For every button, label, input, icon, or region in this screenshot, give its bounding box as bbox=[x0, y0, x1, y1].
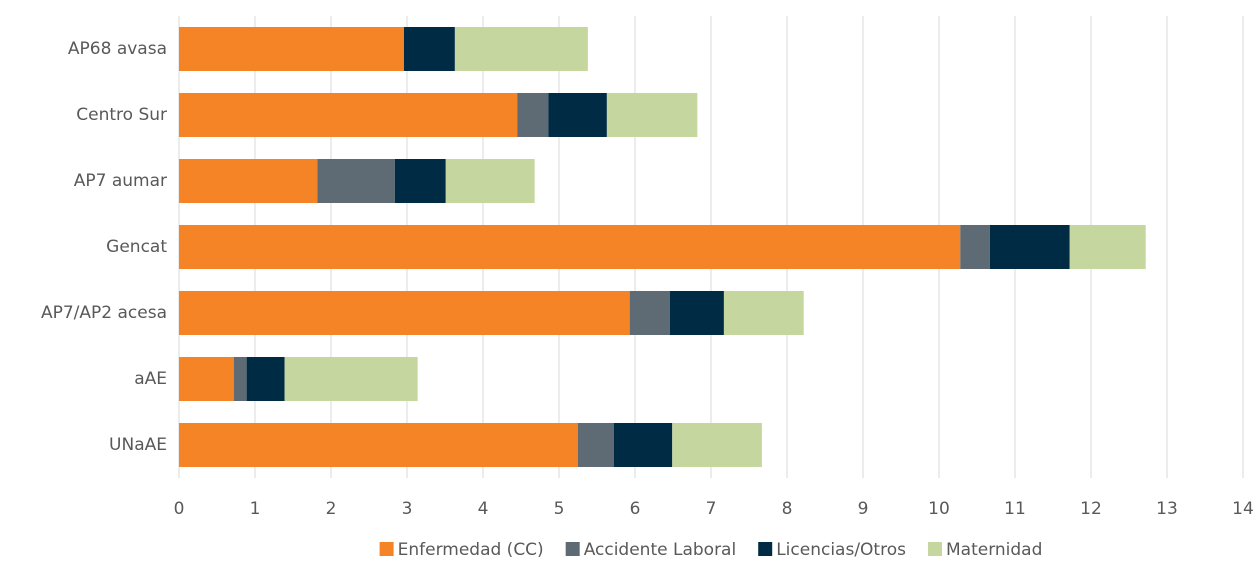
bar-segment bbox=[454, 27, 588, 71]
legend-label: Licencias/Otros bbox=[776, 540, 906, 560]
bar-segment bbox=[179, 357, 234, 401]
x-tick-label: 10 bbox=[928, 499, 950, 519]
x-tick-label: 14 bbox=[1232, 499, 1254, 519]
x-tick-label: 7 bbox=[706, 499, 717, 519]
x-tick-label: 9 bbox=[858, 499, 869, 519]
y-tick-label: AP7/AP2 acesa bbox=[41, 303, 167, 323]
bar-segment bbox=[445, 159, 535, 203]
legend-swatch bbox=[565, 542, 580, 556]
bar-segment bbox=[284, 357, 418, 401]
bar-segment bbox=[179, 93, 518, 137]
bar-segment bbox=[233, 357, 247, 401]
x-tick-label: 5 bbox=[554, 499, 565, 519]
bar-segment bbox=[578, 423, 614, 467]
bar-segment bbox=[246, 357, 285, 401]
x-tick-label: 0 bbox=[174, 499, 185, 519]
bar-segment bbox=[606, 93, 698, 137]
bar-segment bbox=[672, 423, 762, 467]
x-tick-label: 11 bbox=[1004, 499, 1026, 519]
bar-segment bbox=[669, 291, 724, 335]
y-tick-label: AP7 aumar bbox=[74, 171, 167, 191]
x-tick-label: 6 bbox=[630, 499, 641, 519]
bar-segment bbox=[403, 27, 455, 71]
x-tick-label: 12 bbox=[1080, 499, 1102, 519]
bar-segment bbox=[179, 291, 630, 335]
bar-segment bbox=[394, 159, 446, 203]
x-tick-label: 2 bbox=[326, 499, 337, 519]
bar-segment bbox=[629, 291, 670, 335]
x-tick-label: 3 bbox=[402, 499, 413, 519]
bar-segment bbox=[989, 225, 1070, 269]
x-tick-label: 13 bbox=[1156, 499, 1178, 519]
legend-label: Accidente Laboral bbox=[584, 540, 737, 560]
bar-segment bbox=[517, 93, 549, 137]
y-tick-label: AP68 avasa bbox=[68, 39, 167, 59]
bar-segment bbox=[179, 423, 578, 467]
bar-segment bbox=[317, 159, 395, 203]
y-tick-label: Centro Sur bbox=[76, 105, 167, 125]
x-tick-label: 1 bbox=[250, 499, 261, 519]
bar-segment bbox=[179, 27, 404, 71]
bar-segment bbox=[179, 159, 318, 203]
legend-swatch bbox=[927, 542, 942, 556]
bar-segment bbox=[960, 225, 990, 269]
bar-segment bbox=[548, 93, 607, 137]
bar-segment bbox=[1069, 225, 1146, 269]
bar-segment bbox=[723, 291, 804, 335]
bar-segment bbox=[613, 423, 673, 467]
x-tick-label: 4 bbox=[478, 499, 489, 519]
legend-label: Enfermedad (CC) bbox=[398, 540, 544, 560]
bar-segment bbox=[179, 225, 961, 269]
x-tick-label: 8 bbox=[782, 499, 793, 519]
legend-label: Maternidad bbox=[946, 540, 1042, 560]
y-tick-label: UNaAE bbox=[109, 435, 167, 455]
y-tick-label: aAE bbox=[134, 369, 167, 389]
y-tick-label: Gencat bbox=[106, 237, 167, 257]
legend-swatch bbox=[379, 542, 394, 556]
legend-swatch bbox=[758, 542, 773, 556]
